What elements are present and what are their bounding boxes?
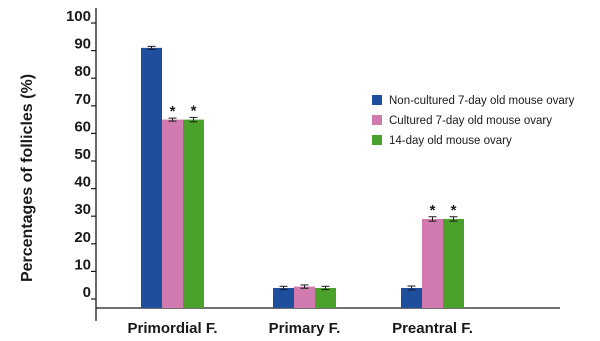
y-axis-ticks: 0 10 20 30 40 50 60 70 80 90 100 bbox=[66, 8, 96, 301]
x-axis-categories: Primordial F. Primary F. Preantral F. bbox=[127, 320, 472, 337]
y-tick-label: 40 bbox=[74, 174, 91, 191]
y-tick-label: 80 bbox=[74, 63, 91, 80]
bar bbox=[273, 287, 294, 308]
bar bbox=[183, 119, 204, 308]
legend-label: 14-day old mouse ovary bbox=[389, 135, 512, 147]
bar bbox=[443, 218, 464, 308]
legend-swatch bbox=[372, 115, 382, 125]
x-category-label: Primordial F. bbox=[127, 320, 217, 337]
bar bbox=[315, 287, 336, 308]
bar bbox=[422, 218, 443, 308]
x-category-label: Preantral F. bbox=[392, 320, 473, 337]
y-tick-label: 20 bbox=[74, 229, 91, 246]
y-tick-label: 90 bbox=[74, 36, 91, 53]
legend-label: Non-cultured 7-day old mouse ovary bbox=[389, 95, 575, 107]
x-category-label: Primary F. bbox=[269, 320, 341, 337]
y-tick-label: 70 bbox=[74, 91, 91, 108]
y-tick-label: 30 bbox=[74, 201, 91, 218]
y-tick-label: 100 bbox=[66, 8, 91, 25]
bar bbox=[294, 286, 315, 308]
y-tick-label: 10 bbox=[74, 256, 91, 273]
significance-marker: * bbox=[451, 202, 457, 219]
chart-bars: * * * * bbox=[141, 45, 464, 309]
y-tick-label: 60 bbox=[74, 118, 91, 135]
bar bbox=[401, 287, 422, 308]
bar bbox=[141, 47, 162, 309]
y-axis-label: Percentages of follicles (%) bbox=[19, 74, 36, 282]
bar bbox=[162, 119, 183, 308]
legend-label: Cultured 7-day old mouse ovary bbox=[389, 115, 552, 127]
significance-marker: * bbox=[191, 102, 197, 119]
significance-marker: * bbox=[430, 202, 436, 219]
legend-swatch bbox=[372, 135, 382, 145]
y-tick-label: 50 bbox=[74, 146, 91, 163]
legend-swatch bbox=[372, 95, 382, 105]
significance-marker: * bbox=[170, 103, 176, 120]
y-tick-label: 0 bbox=[83, 284, 91, 301]
chart-legend: Non-cultured 7-day old mouse ovary Cultur… bbox=[372, 95, 575, 147]
